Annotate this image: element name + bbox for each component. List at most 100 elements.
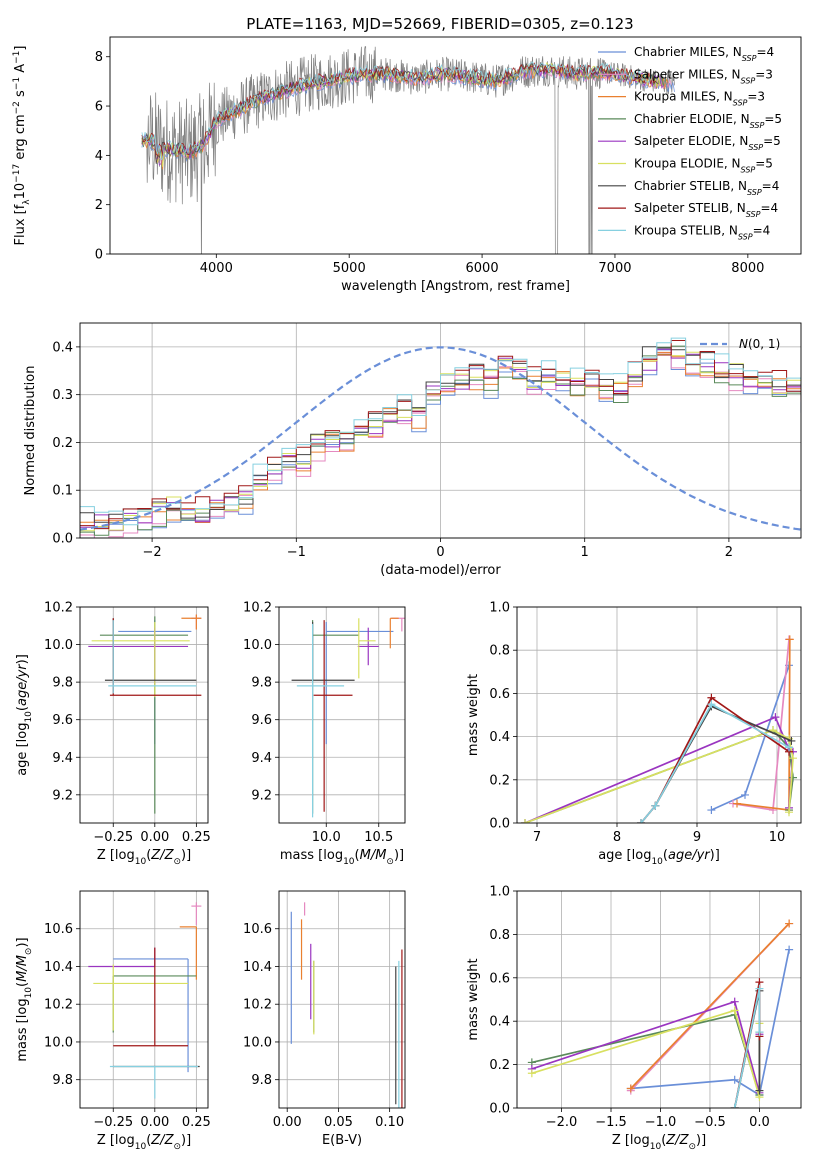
y-tick-label: 6	[95, 100, 103, 115]
mass-weight-series-line	[732, 639, 790, 811]
x-tick-label: 10.0	[312, 830, 341, 845]
x-tick-label: 7	[533, 830, 541, 845]
mass-weight-series-line	[524, 729, 794, 823]
y-tick-label: 9.8	[52, 676, 73, 691]
y-tick-label: 8	[95, 50, 103, 65]
y-tick-label: 9.6	[52, 713, 73, 728]
legend-entry: Kroupa STELIB, NSSP=4	[634, 223, 770, 241]
mass-weight-marker	[527, 1069, 536, 1078]
mass-weight-marker	[651, 801, 660, 810]
mass-weight-series-line	[531, 1013, 761, 1096]
label-part: 10	[13, 183, 28, 200]
mass-weight-marker	[771, 713, 780, 722]
x-tick-label: 7000	[598, 261, 631, 276]
error-bar-point	[108, 620, 197, 694]
label-part: (	[663, 848, 668, 863]
label-part: E(B-V)	[322, 1133, 362, 1148]
x-tick-label: 4000	[200, 261, 233, 276]
mass_vs_Z-plot-area	[88, 902, 202, 1099]
legend-entry-name: Salpeter ELODIE, N	[634, 134, 748, 148]
error-bar-point	[88, 947, 156, 968]
legend-entry-name: Chabrier STELIB, N	[634, 179, 747, 193]
mass-weight-marker	[755, 1086, 764, 1095]
x-tick-label: −2.0	[546, 1115, 578, 1130]
label-part: Z [log	[97, 848, 135, 863]
x-tick-label: 0	[436, 545, 444, 560]
label-part: mass [log	[15, 998, 30, 1061]
label-part: 10	[135, 1142, 147, 1152]
y-tick-label: 0.8	[489, 928, 510, 943]
legend-entry: Salpeter ELODIE, NSSP=5	[634, 134, 781, 152]
label-part: age/yr	[668, 848, 711, 863]
mass_vs_Z-frame	[79, 890, 209, 1109]
y-tick-label: 0.6	[489, 687, 510, 702]
mass-weight-marker	[785, 635, 794, 644]
x-tick-label: −1.0	[645, 1115, 677, 1130]
x-tick-label: 9	[693, 830, 701, 845]
mass_vs_Z-x-axis-label: Z [log10(Z/Z⊙)]	[97, 1133, 191, 1152]
legend-entry-name: Chabrier MILES, N	[634, 45, 742, 59]
x-tick-label: 6000	[466, 261, 499, 276]
mass-weight-marker	[785, 945, 794, 954]
y-tick-label: 0.2	[52, 436, 73, 451]
mass_vs_ebv-frame	[278, 890, 406, 1109]
label-part: Z [log	[612, 1133, 650, 1148]
legend-entry-count: =4	[760, 201, 778, 215]
mass-weight-marker	[521, 819, 529, 823]
x-tick-label: 2	[725, 545, 733, 560]
residual-histogram-step	[80, 348, 801, 532]
age_vs_Z-frame	[79, 606, 209, 824]
label-part: (	[355, 848, 360, 863]
x-tick-label: 8	[613, 830, 621, 845]
x-tick-label: −1	[287, 545, 306, 560]
label-part: ⊙	[386, 857, 394, 867]
error-bar-point	[291, 622, 355, 681]
label-part: age [log	[598, 848, 651, 863]
mass-weight-marker	[730, 1006, 739, 1015]
residuals-axes: −2 −1 0 1 2 0.0 0.1 0.2 0.3 0.4	[52, 323, 801, 560]
label-part: −1	[12, 77, 22, 90]
spectrum-y-axis-label: Flux [fλ10−17 erg cm−2 s−1 A−1]	[12, 46, 32, 246]
legend-symbol: N	[739, 337, 748, 351]
model-spectrum-line	[141, 64, 664, 167]
error-bar-point	[358, 618, 376, 679]
mass-weight-marker	[637, 819, 645, 823]
label-part: Flux [f	[13, 204, 28, 245]
spectrum-frame	[109, 36, 802, 255]
residual-histogram-step	[80, 340, 801, 530]
y-tick-label: 10.2	[44, 601, 73, 616]
weight_vs_Z-y-axis-label: mass weight	[466, 958, 481, 1040]
legend-entry-count: =5	[764, 112, 782, 126]
label-part: s	[13, 90, 28, 101]
mass-weight-marker	[730, 997, 739, 1006]
gaussian-legend-label: N(0, 1)	[739, 337, 780, 351]
error-bar-point	[313, 620, 353, 812]
x-tick-label: −0.5	[694, 1115, 726, 1130]
legend-entry-subscript: SSP	[738, 232, 753, 241]
label-part: )]	[181, 1133, 191, 1148]
spectrum-plot-area	[141, 46, 675, 254]
weight_vs_Z-frame	[516, 890, 802, 1109]
label-part: (data-model)/error	[380, 563, 501, 578]
mass_vs_Z-y-axis-label: mass [log10(M/M⊙)]	[15, 937, 34, 1061]
label-part: ]	[13, 46, 28, 51]
label-part: ⊙	[24, 948, 34, 956]
x-tick-label: −1.5	[595, 1115, 627, 1130]
legend-entry-subscript: SSP	[747, 187, 762, 196]
mass-weight-series-line	[640, 696, 790, 823]
mass-weight-marker	[785, 808, 793, 817]
x-tick-label: −2	[143, 545, 162, 560]
age_vs_Z-plot-area	[88, 614, 202, 814]
error-bar-point	[179, 926, 197, 980]
label-part: )]	[15, 654, 30, 664]
y-tick-label: 0.8	[489, 644, 510, 659]
x-tick-label: 1	[581, 545, 589, 560]
error-bar-point	[109, 618, 202, 696]
error-bar-point	[312, 620, 359, 814]
label-part: )]	[696, 1133, 706, 1148]
mass-weight-marker	[755, 1028, 764, 1037]
mass-weight-marker	[707, 806, 716, 815]
x-tick-label: 8000	[731, 261, 764, 276]
